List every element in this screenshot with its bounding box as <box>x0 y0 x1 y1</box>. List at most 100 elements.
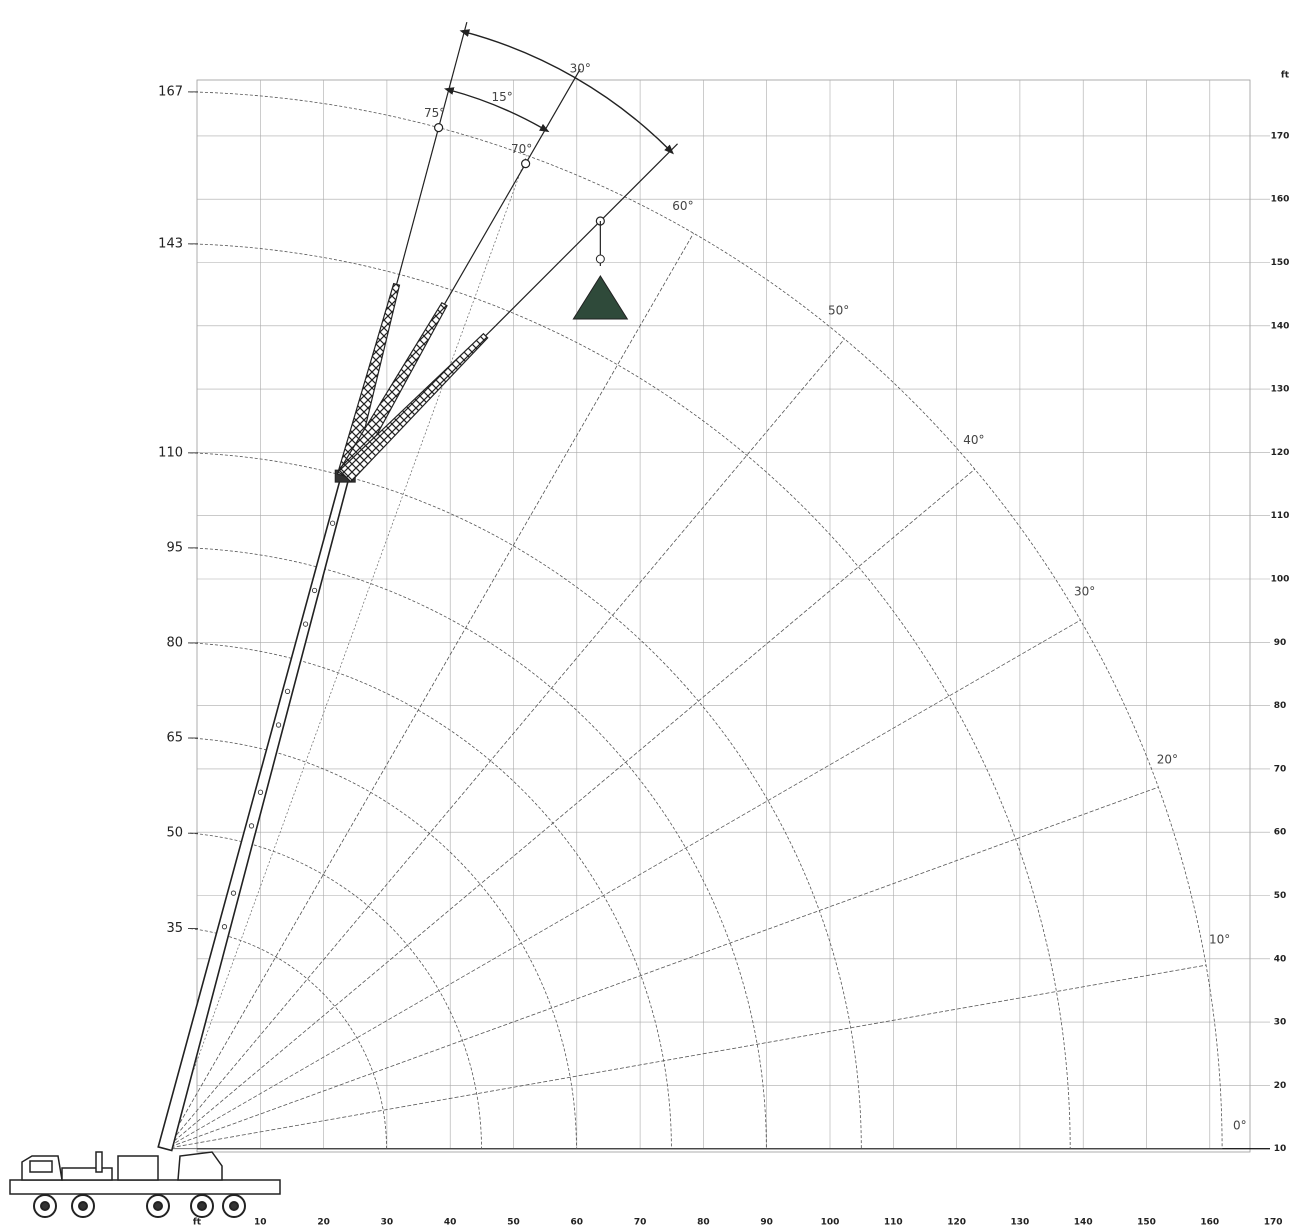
x-tick-label: 50 <box>507 1218 520 1228</box>
angle-line <box>164 619 1081 1150</box>
x-tick-label: 120 <box>947 1218 966 1228</box>
x-tick-label: 160 <box>1200 1218 1219 1228</box>
y-tick-label: 80 <box>1274 701 1287 711</box>
boom-hole <box>257 789 264 795</box>
boom-hole <box>248 823 255 829</box>
boom-length-arc <box>189 928 387 1149</box>
exhaust <box>95 1151 103 1173</box>
arcs <box>164 91 1223 1150</box>
boom-hole <box>275 722 282 728</box>
y-tick-label: 120 <box>1271 448 1290 458</box>
y-tick-label: 170 <box>1271 131 1290 141</box>
y-axis-unit: ft <box>1281 71 1290 81</box>
boom-length-label: 65 <box>166 731 183 746</box>
deck <box>61 1167 113 1181</box>
boom-hole <box>221 924 228 930</box>
y-tick-label: 30 <box>1274 1018 1287 1028</box>
boom-length-label: 50 <box>166 826 183 841</box>
boom-hole <box>230 890 237 896</box>
angle-label: 40° <box>963 433 984 447</box>
boom-length-arc <box>189 243 1071 1149</box>
boom-length-arc <box>189 452 862 1149</box>
boom-length-label: 167 <box>158 84 183 99</box>
x-tick-label: 140 <box>1074 1218 1093 1228</box>
x-tick-label: 130 <box>1011 1218 1030 1228</box>
boom-length-arc <box>189 547 767 1149</box>
angle-line <box>164 233 694 1149</box>
boom-hole <box>302 621 309 627</box>
tip-angle-label: 75° <box>424 106 445 120</box>
boom <box>157 21 678 1152</box>
boom-hole <box>311 587 318 594</box>
y-tick-label: 50 <box>1274 891 1287 901</box>
tip-angle-label: 70° <box>511 142 532 156</box>
grid <box>196 79 1270 1153</box>
x-tick-label: 150 <box>1137 1218 1156 1228</box>
x-tick-label: 60 <box>571 1218 584 1228</box>
boom-length-arc <box>189 832 482 1149</box>
angle-line <box>164 468 976 1150</box>
angle-label: 10° <box>1209 932 1230 946</box>
x-tick-label: 90 <box>760 1218 773 1228</box>
y-tick-label: 70 <box>1274 764 1287 774</box>
y-tick-label: 60 <box>1274 828 1287 838</box>
y-tick-label: 40 <box>1274 954 1287 964</box>
offset-label: 15° <box>491 90 512 104</box>
grid-frame <box>196 79 1251 1153</box>
offset-label: 30° <box>570 62 591 76</box>
y-tick-label: 140 <box>1271 321 1290 331</box>
jib-tip <box>521 159 531 169</box>
operator-cab <box>177 1151 223 1181</box>
turret <box>117 1155 159 1181</box>
y-tick-label: 90 <box>1274 638 1287 648</box>
chassis <box>9 1179 281 1195</box>
x-tick-label: 40 <box>444 1218 457 1228</box>
cab-window <box>29 1160 53 1173</box>
tip-angle-line <box>164 155 527 1149</box>
wheels <box>33 1194 246 1218</box>
angle-label: 20° <box>1157 752 1178 766</box>
truck <box>9 1151 281 1218</box>
boom-hole <box>330 520 336 526</box>
angle-label: 0° <box>1233 1119 1247 1133</box>
boom-length-label: 35 <box>166 921 183 936</box>
offset-arrow <box>459 29 674 155</box>
boom-length-arc <box>189 91 1223 1149</box>
labels: 10 20 30 40 50 60 70 80 90 100 110 120 130 140 150 160 1… <box>158 62 1290 1228</box>
y-tick-label: 160 <box>1271 195 1290 205</box>
boom-length-label: 80 <box>166 635 183 650</box>
y-tick-label: 110 <box>1271 511 1290 521</box>
x-tick-label: 70 <box>634 1218 647 1228</box>
x-tick-label: 110 <box>884 1218 903 1228</box>
hook <box>595 254 605 264</box>
y-tick-label: 10 <box>1274 1144 1287 1154</box>
angle-line <box>164 786 1159 1150</box>
boom-hole <box>284 688 291 694</box>
telescopic-boom <box>157 474 351 1152</box>
x-tick-label: 170 <box>1264 1218 1283 1228</box>
y-tick-label: 150 <box>1271 258 1290 268</box>
x-axis-unit: ft <box>193 1218 202 1228</box>
x-tick-label: 30 <box>381 1218 394 1228</box>
x-tick-label: 10 <box>254 1218 267 1228</box>
load <box>572 275 629 320</box>
boom-length-label: 110 <box>158 445 183 460</box>
angle-label: 50° <box>828 303 849 317</box>
jib-tip <box>434 123 444 133</box>
boom-length-arc <box>189 737 577 1149</box>
angle-line <box>164 338 845 1149</box>
angle-line <box>164 964 1207 1150</box>
angle-label: 60° <box>672 199 693 213</box>
boom-length-label: 95 <box>166 540 183 555</box>
boom-length-arc <box>189 642 672 1149</box>
x-tick-label: 100 <box>821 1218 840 1228</box>
y-tick-label: 100 <box>1271 575 1290 585</box>
boom-length-label: 143 <box>158 236 183 251</box>
x-tick-label: 20 <box>317 1218 330 1228</box>
x-tick-label: 80 <box>697 1218 710 1228</box>
y-tick-label: 130 <box>1271 385 1290 395</box>
y-tick-label: 20 <box>1274 1081 1287 1091</box>
lattice-jib <box>338 332 489 483</box>
